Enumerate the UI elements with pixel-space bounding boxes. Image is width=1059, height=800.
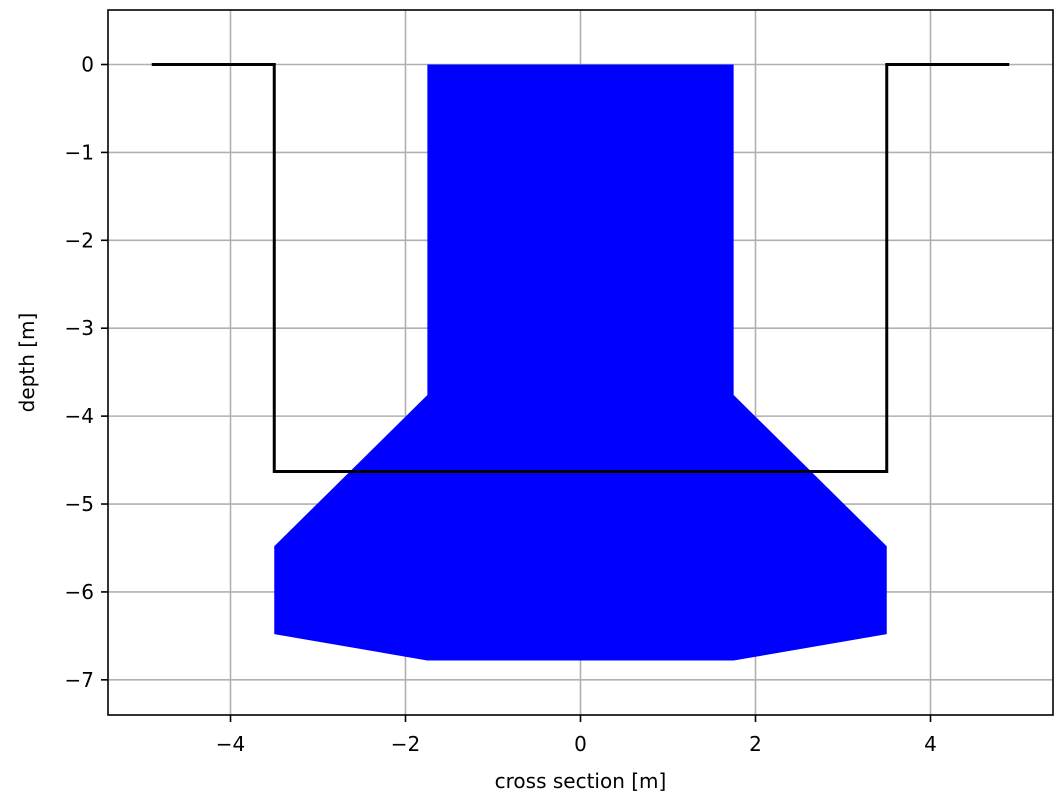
y-tick-label: −1 [65, 140, 94, 164]
y-tick-label: −7 [65, 668, 94, 692]
profile-line [151, 63, 1010, 473]
x-axis-label: cross section [m] [495, 769, 667, 793]
x-tick-label: −2 [391, 732, 420, 756]
y-axis-label: depth [m] [15, 313, 39, 413]
x-tick-label: 4 [924, 732, 937, 756]
ticks: −4 −2 0 2 4 0 −1 −2 −3 −4 −5 −6 −7 [65, 53, 937, 756]
plot-area [151, 63, 1010, 661]
y-tick-label: −4 [65, 404, 94, 428]
x-tick-label: 2 [749, 732, 762, 756]
x-tick-label: −4 [216, 732, 245, 756]
y-tick-label: −5 [65, 492, 94, 516]
y-tick-label: −3 [65, 316, 94, 340]
y-tick-label: −2 [65, 228, 94, 252]
filled-region [274, 64, 887, 661]
x-tick-label: 0 [574, 732, 587, 756]
y-tick-label: −6 [65, 580, 94, 604]
y-tick-label: 0 [81, 53, 94, 77]
